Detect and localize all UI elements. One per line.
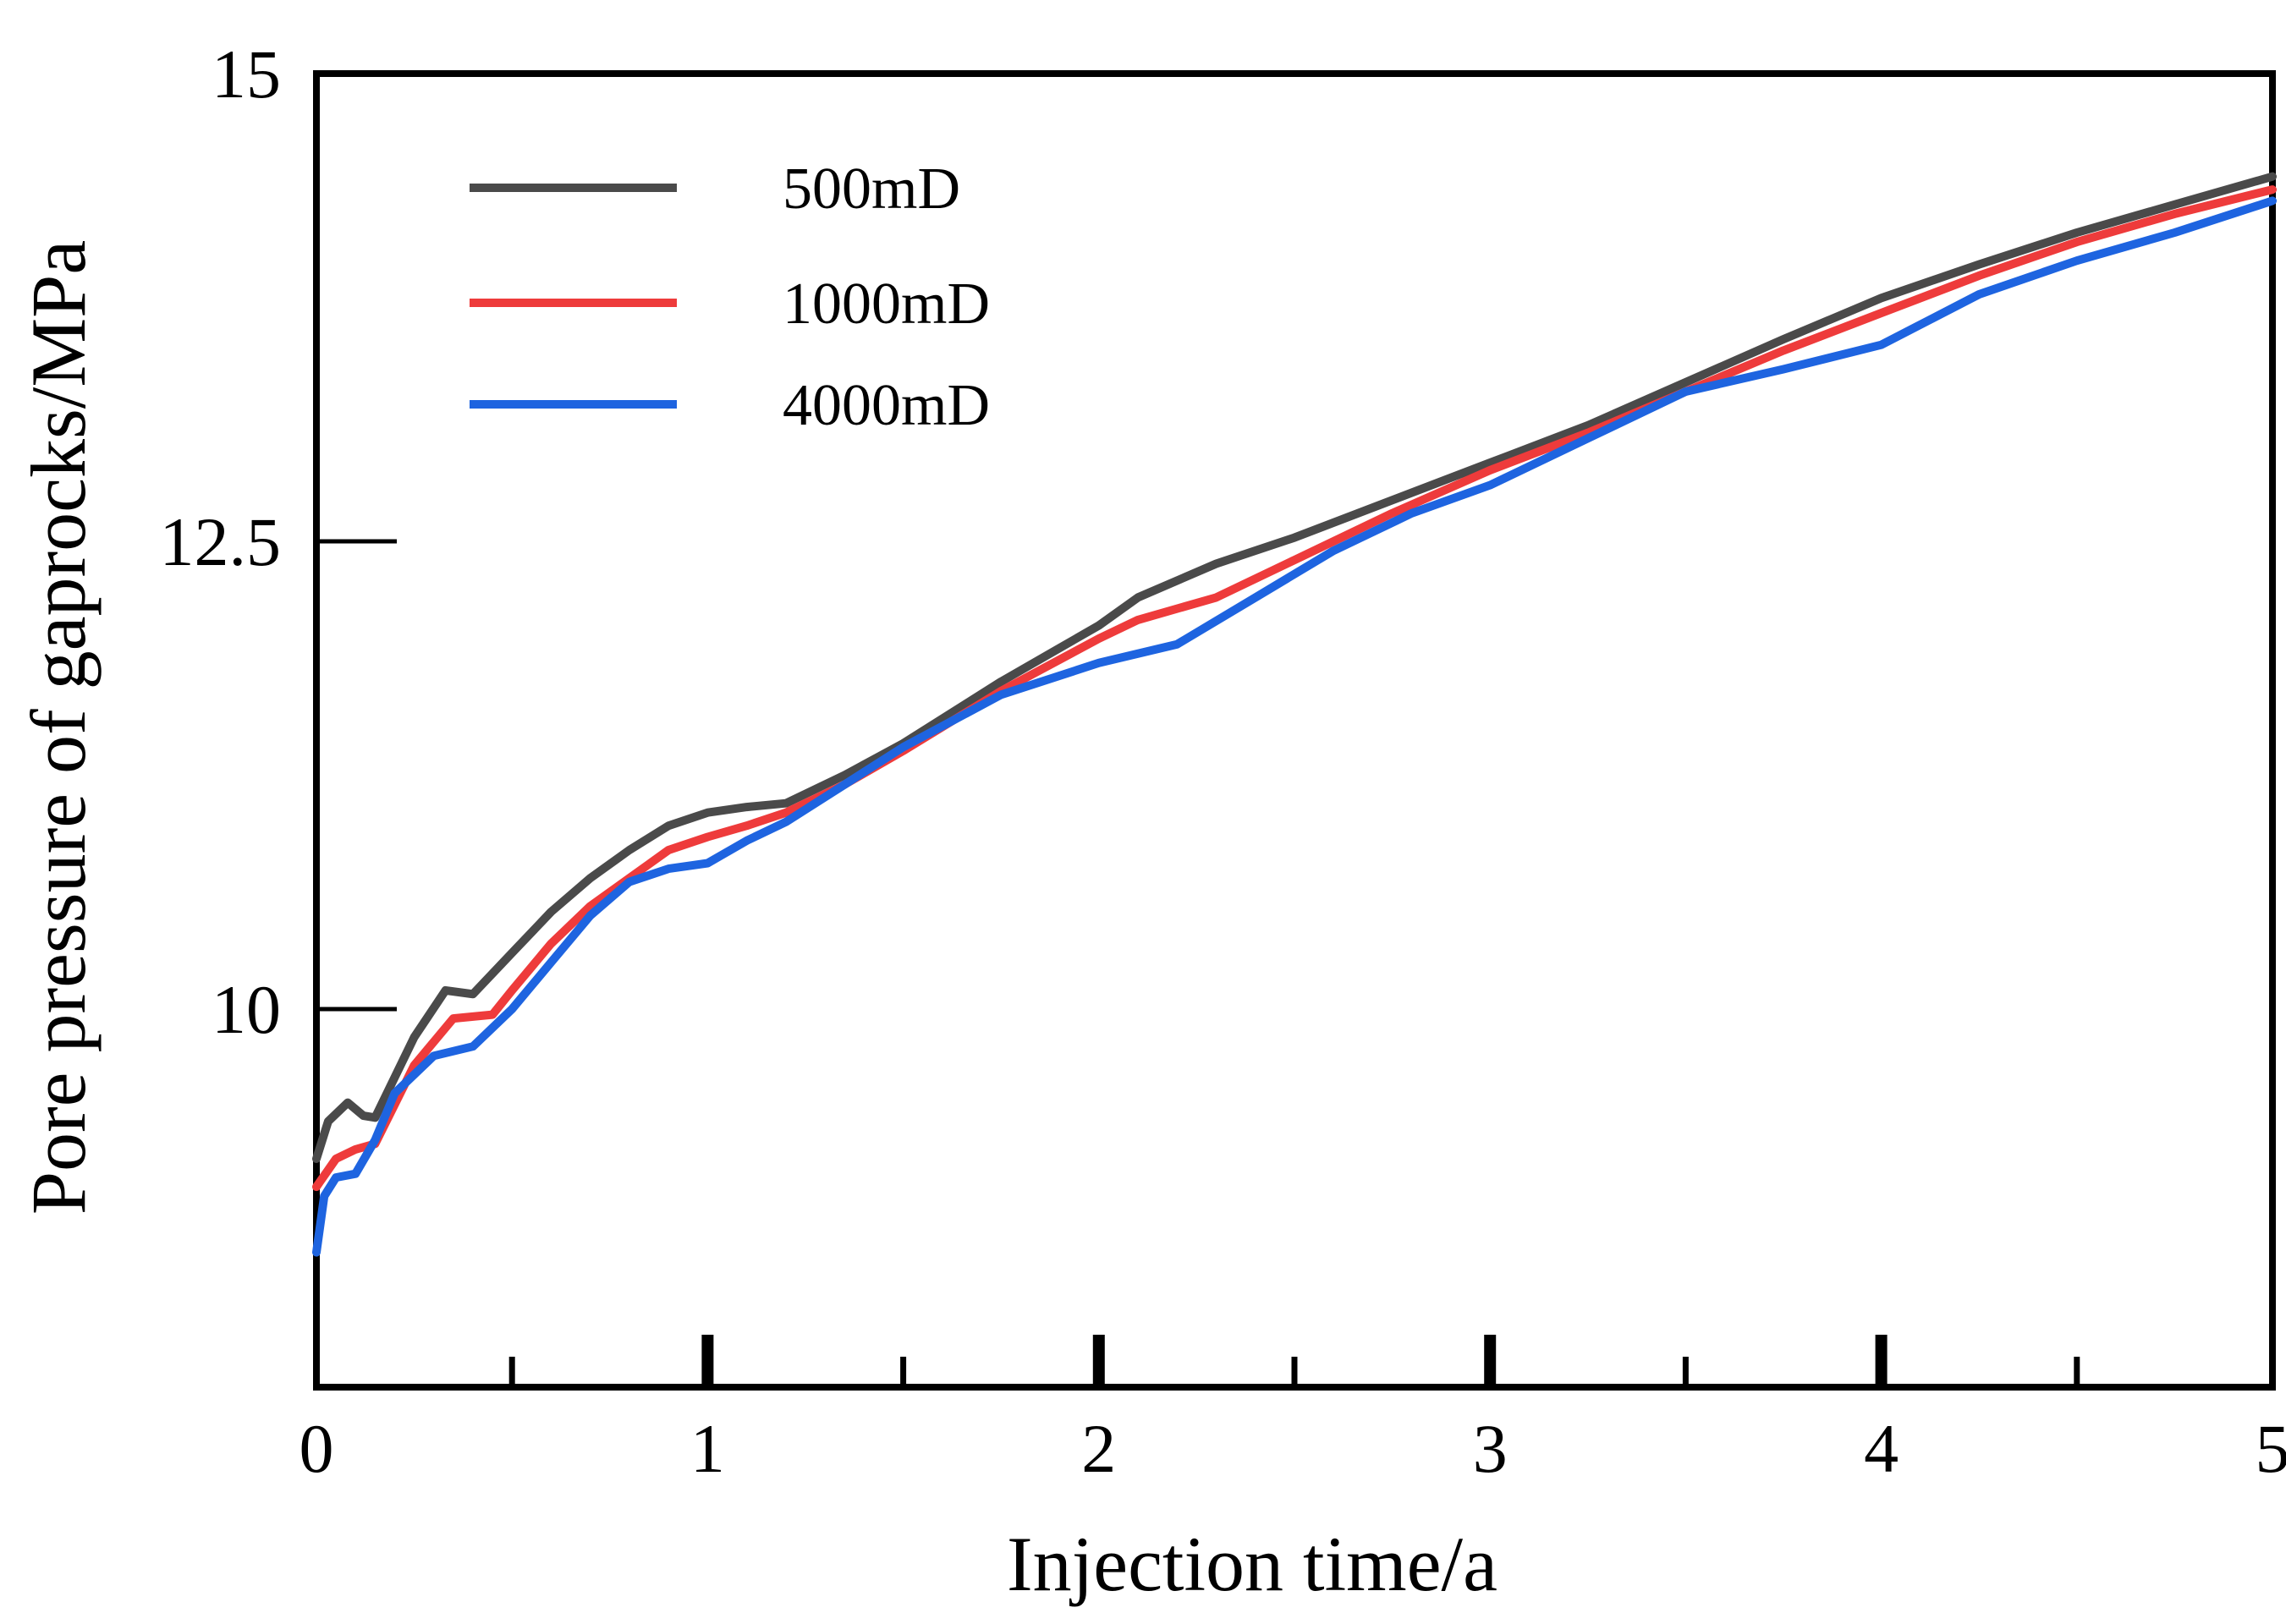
series-line-1000mD	[312, 185, 2277, 1192]
series-line-4000mD	[312, 196, 2277, 1257]
series-line-500mD	[312, 172, 2277, 1163]
x-tick-label: 5	[2256, 1410, 2286, 1487]
legend-label-4000mD: 4000mD	[783, 373, 990, 438]
x-axis-title: Injection time/a	[1007, 1521, 1497, 1607]
x-tick-label: 2	[1081, 1410, 1116, 1487]
x-tick-label: 1	[690, 1410, 725, 1487]
x-tick-label: 3	[1473, 1410, 1508, 1487]
legend-label-500mD: 500mD	[783, 156, 960, 222]
tick-labels: 0 1 2 3 4 5 10 12.5 15	[160, 36, 2286, 1487]
axis-ticks	[316, 539, 2080, 1387]
data-series	[312, 172, 2277, 1257]
legend: 500mD 1000mD 4000mD	[470, 156, 990, 438]
x-tick-label: 0	[299, 1410, 334, 1487]
x-tick-label: 4	[1864, 1410, 1899, 1487]
y-tick-label: 15	[212, 36, 281, 112]
plot-frame	[313, 70, 2276, 1391]
legend-label-1000mD: 1000mD	[783, 272, 990, 337]
y-axis-title: Pore pressure of gaprocks/MPa	[15, 240, 102, 1215]
y-tick-label: 12.5	[160, 503, 282, 580]
y-tick-label: 10	[212, 971, 281, 1048]
